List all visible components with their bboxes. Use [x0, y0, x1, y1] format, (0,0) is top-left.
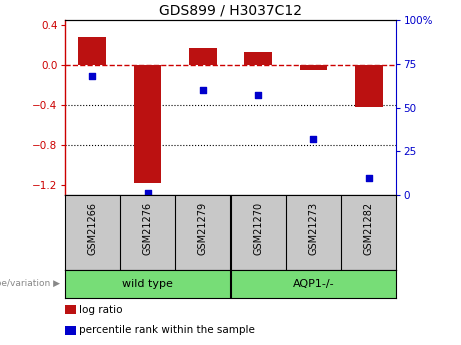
Bar	[244, 52, 272, 65]
Text: wild type: wild type	[122, 279, 173, 289]
Text: percentile rank within the sample: percentile rank within the sample	[79, 325, 255, 335]
Bar	[134, 65, 161, 183]
Point	[310, 136, 317, 142]
Text: GSM21270: GSM21270	[253, 202, 263, 255]
Point	[144, 190, 151, 196]
Bar	[300, 65, 327, 70]
Bar	[189, 48, 217, 65]
Title: GDS899 / H3037C12: GDS899 / H3037C12	[159, 3, 302, 18]
Text: GSM21266: GSM21266	[87, 202, 97, 255]
Bar	[355, 65, 383, 107]
Text: GSM21279: GSM21279	[198, 202, 208, 255]
Text: genotype/variation ▶: genotype/variation ▶	[0, 279, 60, 288]
Point	[89, 73, 96, 79]
Text: AQP1-/-: AQP1-/-	[293, 279, 334, 289]
Point	[254, 92, 262, 98]
Text: GSM21282: GSM21282	[364, 202, 374, 255]
Point	[365, 175, 372, 180]
Bar	[78, 37, 106, 65]
Point	[199, 87, 207, 93]
Text: GSM21273: GSM21273	[308, 202, 319, 255]
Text: log ratio: log ratio	[79, 305, 123, 315]
Text: GSM21276: GSM21276	[142, 202, 153, 255]
